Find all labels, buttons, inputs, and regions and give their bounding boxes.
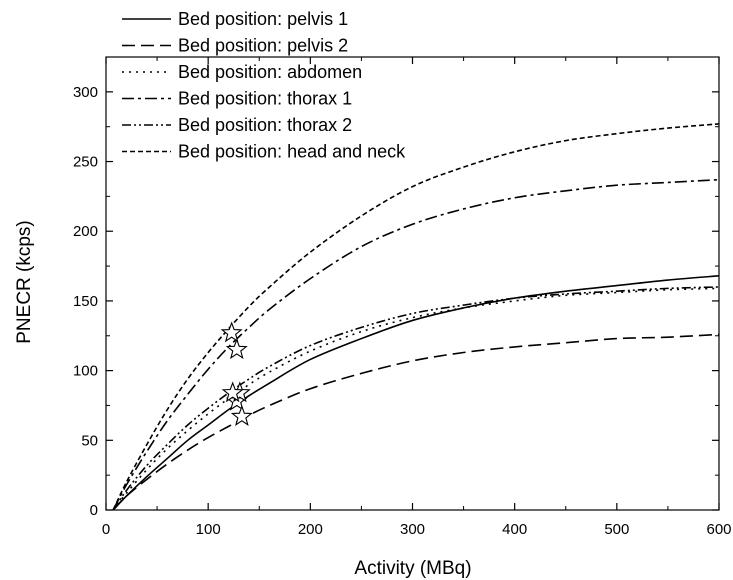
x-tick-label: 200: [298, 521, 323, 538]
y-tick-label: 150: [73, 293, 98, 310]
legend-label-6: Bed position: head and neck: [178, 142, 406, 162]
y-tick-label: 200: [73, 223, 98, 240]
x-tick-label: 300: [400, 521, 425, 538]
x-tick-label: 100: [196, 521, 221, 538]
x-tick-label: 500: [604, 521, 629, 538]
legend-label-2: Bed position: pelvis 2: [178, 36, 348, 56]
series-line-2: [112, 333, 720, 511]
series-line-1: [112, 275, 720, 511]
y-tick-label: 50: [81, 432, 98, 449]
star-marker-2: [230, 405, 253, 426]
star-marker-4: [225, 338, 248, 360]
series-lines: [112, 123, 720, 511]
y-tick-label: 250: [73, 154, 98, 171]
series-line-6: [112, 123, 720, 511]
x-axis: 0 100 200 300 400 500 600: [102, 57, 732, 538]
star-marker-6: [220, 321, 243, 343]
y-tick-label: 100: [73, 363, 98, 380]
y-tick-label: 0: [90, 502, 98, 519]
star-marker-5: [221, 381, 244, 403]
x-tick-label: 0: [102, 521, 110, 538]
star-markers: [220, 321, 253, 426]
y-axis-label: PNECR (kcps): [14, 220, 35, 344]
series-line-4: [112, 178, 720, 511]
legend-label-4: Bed position: thorax 1: [178, 89, 352, 109]
x-tick-label: 400: [502, 521, 527, 538]
x-axis-label: Activity (MBq): [354, 558, 471, 579]
legend-label-5: Bed position: thorax 2: [178, 115, 352, 135]
series-line-3: [112, 287, 720, 511]
legend-label-3: Bed position: abdomen: [178, 62, 362, 82]
series-line-5: [112, 286, 720, 511]
y-tick-label: 300: [73, 84, 98, 101]
x-tick-label: 600: [706, 521, 731, 538]
legend-label-1: Bed position: pelvis 1: [178, 9, 348, 29]
legend: Bed position: pelvis 1 Bed position: pelv…: [122, 9, 406, 162]
y-axis: 0 50 100 150 200 250 300: [73, 84, 719, 519]
